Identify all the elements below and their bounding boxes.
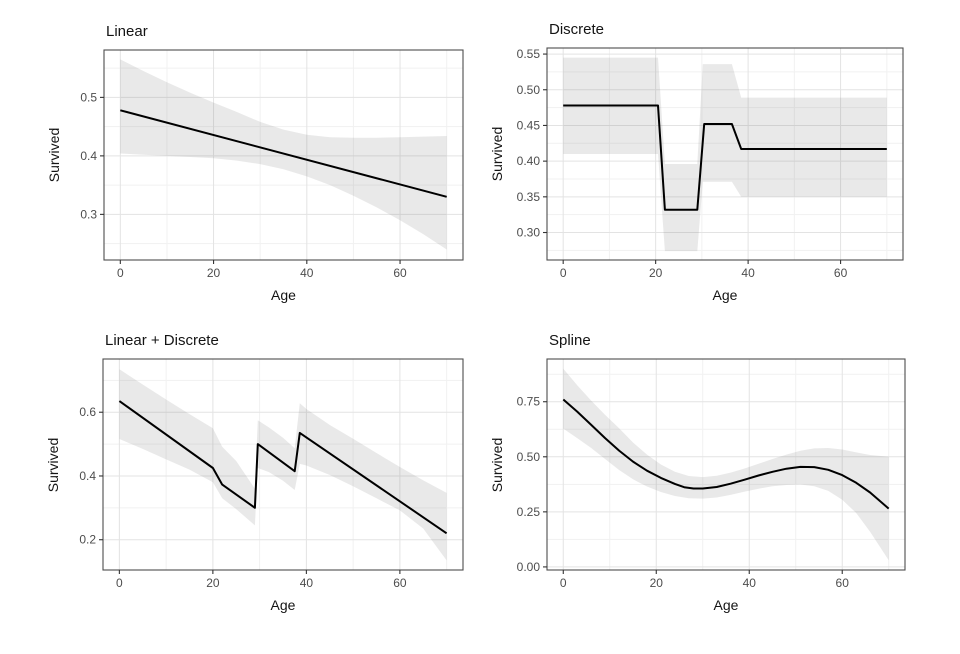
y-tick-label: 0.30 xyxy=(517,226,541,240)
x-axis-title-discrete: Age xyxy=(712,287,738,303)
spline-plot: 0 20 40 60 0.00 0.25 0.50 0.75 xyxy=(517,358,906,590)
panel-background xyxy=(547,359,905,570)
y-tick-label: 0.5 xyxy=(80,90,97,104)
y-tick-label: 0.3 xyxy=(80,207,97,221)
panel-border xyxy=(546,47,904,261)
x-tick-label: 40 xyxy=(743,576,757,590)
x-axis-title-linear-discrete: Age xyxy=(270,597,296,613)
panel-background xyxy=(104,50,463,260)
x-tick-label: 0 xyxy=(560,266,567,280)
confidence-band xyxy=(563,368,889,561)
chart-cell-spline: Spline Survived Age 0 20 40 60 0.00 0.25 0.50 0… xyxy=(480,327,960,654)
discrete-plot: 0 20 40 60 0.30 0.35 0.40 0.45 0.50 0.55 xyxy=(517,47,904,280)
y-tick-label: 0.25 xyxy=(517,505,541,519)
y-tick-label: 0.4 xyxy=(79,469,96,483)
x-tick-label: 20 xyxy=(207,266,221,280)
x-axis-title-spline: Age xyxy=(713,597,739,613)
y-tick-label: 0.6 xyxy=(79,405,96,419)
chart-title-linear: Linear xyxy=(106,23,148,40)
y-tick-label: 0.75 xyxy=(517,395,541,409)
chart-title-discrete: Discrete xyxy=(549,21,605,38)
x-tick-label: 60 xyxy=(836,576,850,590)
panel-border xyxy=(102,358,464,571)
x-tick-label: 60 xyxy=(393,266,407,280)
y-tick-label: 0.4 xyxy=(80,149,97,163)
x-tick-label: 60 xyxy=(834,266,848,280)
x-tick-label: 20 xyxy=(206,576,220,590)
y-tick-label: 0.2 xyxy=(79,533,96,547)
y-tick-label: 0.00 xyxy=(517,560,541,574)
y-tick-label: 0.55 xyxy=(517,47,541,61)
chart-title-linear-discrete: Linear + Discrete xyxy=(105,332,219,349)
chart-cell-linear: Linear Survived Age 0 20 40 60 0.3 0.4 0.5 xyxy=(0,0,480,327)
panel-background xyxy=(103,359,463,570)
chart-cell-discrete: Discrete Survived Age 0 20 40 60 0.30 0.35 0.4… xyxy=(480,0,960,327)
panel-background xyxy=(547,48,903,260)
trend-line xyxy=(120,109,447,198)
confidence-band xyxy=(119,369,447,561)
chart-cell-linear-discrete: Linear + Discrete Survived Age 0 20 40 60 0.… xyxy=(0,327,480,654)
trend-line xyxy=(118,400,448,535)
chart-title-spline: Spline xyxy=(549,332,591,349)
y-tick-label: 0.50 xyxy=(517,450,541,464)
trend-line xyxy=(563,104,887,211)
y-tick-label: 0.35 xyxy=(517,190,541,204)
y-tick-label: 0.40 xyxy=(517,154,541,168)
y-tick-label: 0.50 xyxy=(517,83,541,97)
x-tick-label: 40 xyxy=(300,576,314,590)
trend-line xyxy=(562,398,890,510)
x-axis-title-linear: Age xyxy=(271,287,296,303)
x-tick-label: 40 xyxy=(741,266,755,280)
x-tick-label: 40 xyxy=(300,266,314,280)
x-tick-label: 0 xyxy=(560,576,567,590)
y-tick-label: 0.45 xyxy=(517,118,541,132)
x-tick-label: 0 xyxy=(117,266,124,280)
panel-border xyxy=(546,358,906,571)
x-tick-label: 20 xyxy=(650,576,664,590)
linear-plot: 0 20 40 60 0.3 0.4 0.5 xyxy=(80,49,464,280)
x-tick-label: 60 xyxy=(393,576,407,590)
linear-discrete-plot: 0 20 40 60 0.2 0.4 0.6 xyxy=(79,358,464,590)
x-tick-label: 0 xyxy=(116,576,123,590)
x-tick-label: 20 xyxy=(649,266,663,280)
panel-border xyxy=(103,49,464,261)
